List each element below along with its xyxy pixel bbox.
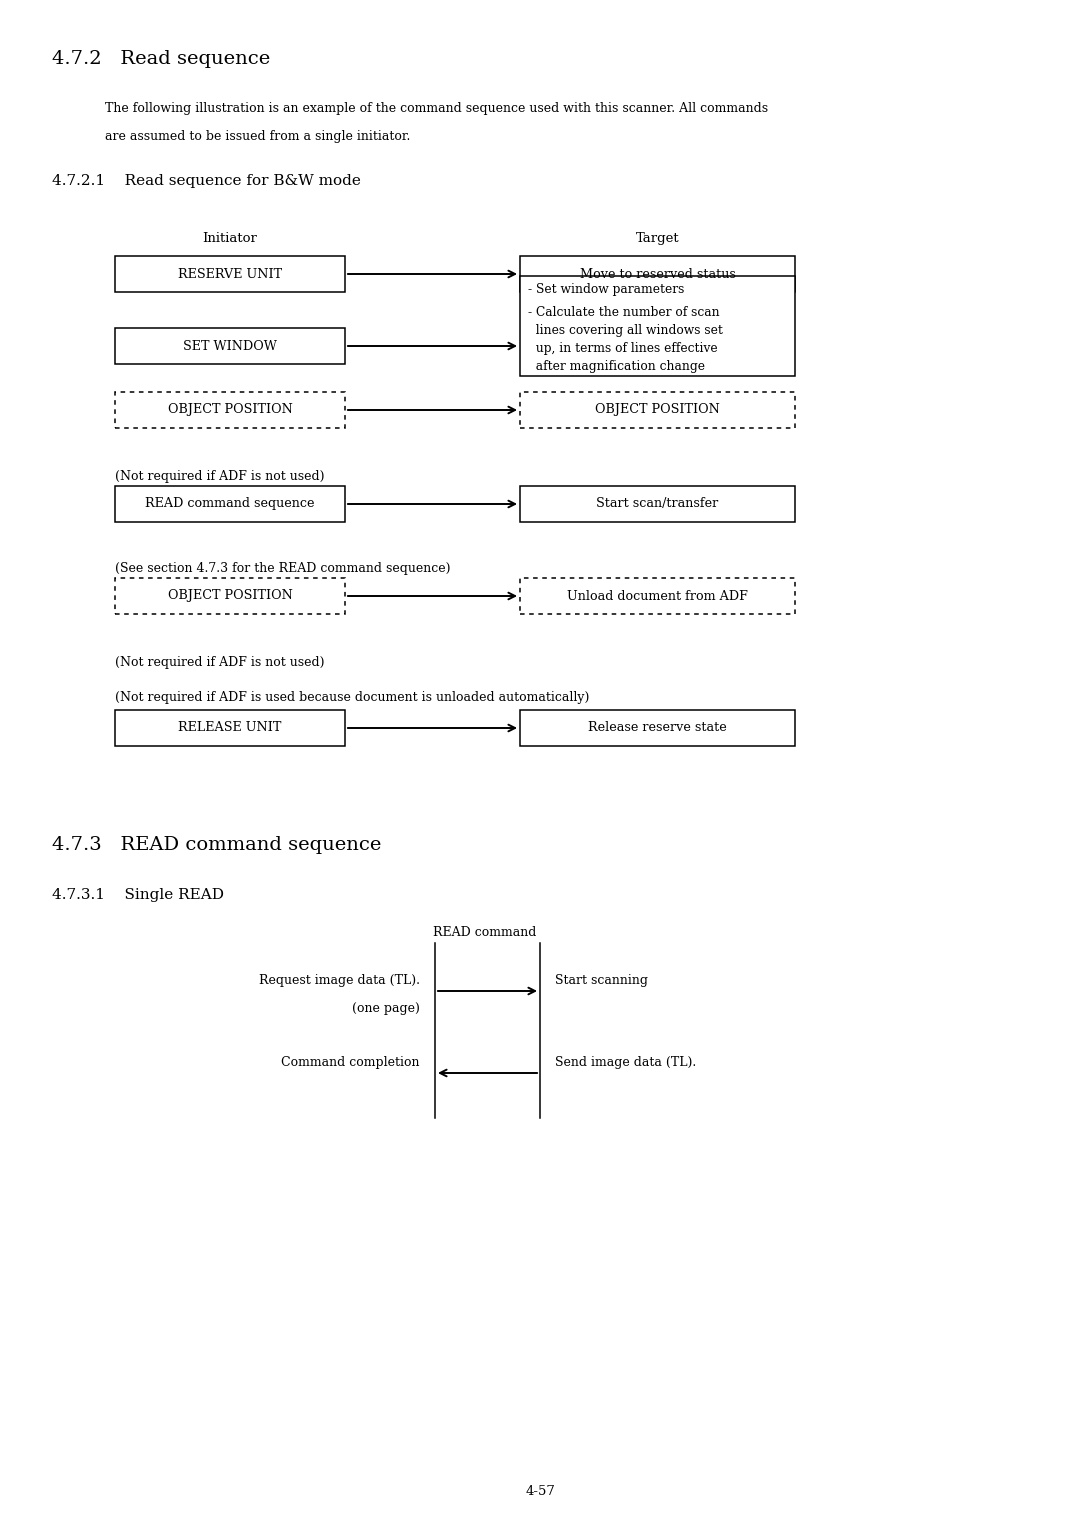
Text: OBJECT POSITION: OBJECT POSITION bbox=[167, 403, 293, 417]
Text: 4.7.3.1    Single READ: 4.7.3.1 Single READ bbox=[52, 888, 224, 902]
Text: RESERVE UNIT: RESERVE UNIT bbox=[178, 267, 282, 281]
Bar bbox=[519, 393, 795, 428]
Text: 4.7.2   Read sequence: 4.7.2 Read sequence bbox=[52, 50, 270, 69]
Text: RELEASE UNIT: RELEASE UNIT bbox=[178, 721, 282, 735]
Bar bbox=[114, 257, 345, 292]
Bar bbox=[519, 578, 795, 614]
Bar bbox=[114, 329, 345, 364]
Text: Move to reserved status: Move to reserved status bbox=[580, 267, 735, 281]
Text: Command completion: Command completion bbox=[282, 1056, 420, 1070]
Text: (Not required if ADF is used because document is unloaded automatically): (Not required if ADF is used because doc… bbox=[114, 691, 590, 704]
Text: OBJECT POSITION: OBJECT POSITION bbox=[595, 403, 720, 417]
Text: (one page): (one page) bbox=[352, 1002, 420, 1015]
Text: The following illustration is an example of the command sequence used with this : The following illustration is an example… bbox=[105, 102, 768, 115]
Text: (See section 4.7.3 for the READ command sequence): (See section 4.7.3 for the READ command … bbox=[114, 562, 450, 575]
Bar bbox=[114, 486, 345, 523]
Text: 4-57: 4-57 bbox=[525, 1485, 555, 1497]
Text: READ command: READ command bbox=[433, 926, 536, 940]
Text: Target: Target bbox=[636, 232, 679, 244]
Bar bbox=[519, 257, 795, 292]
Text: READ command sequence: READ command sequence bbox=[145, 498, 314, 510]
Text: are assumed to be issued from a single initiator.: are assumed to be issued from a single i… bbox=[105, 130, 410, 144]
Text: Unload document from ADF: Unload document from ADF bbox=[567, 590, 748, 602]
Bar bbox=[519, 486, 795, 523]
Bar bbox=[114, 578, 345, 614]
Text: 4.7.3   READ command sequence: 4.7.3 READ command sequence bbox=[52, 836, 381, 854]
Text: (Not required if ADF is not used): (Not required if ADF is not used) bbox=[114, 656, 324, 669]
Text: - Set window parameters: - Set window parameters bbox=[528, 283, 685, 296]
Bar bbox=[114, 711, 345, 746]
Text: - Calculate the number of scan
  lines covering all windows set
  up, in terms o: - Calculate the number of scan lines cov… bbox=[528, 306, 723, 373]
Text: SET WINDOW: SET WINDOW bbox=[184, 339, 276, 353]
Text: Initiator: Initiator bbox=[203, 232, 257, 244]
Text: (Not required if ADF is not used): (Not required if ADF is not used) bbox=[114, 471, 324, 483]
Text: Request image data (TL).: Request image data (TL). bbox=[259, 973, 420, 987]
Text: OBJECT POSITION: OBJECT POSITION bbox=[167, 590, 293, 602]
Text: Start scanning: Start scanning bbox=[555, 973, 648, 987]
Text: 4.7.2.1    Read sequence for B&W mode: 4.7.2.1 Read sequence for B&W mode bbox=[52, 174, 361, 188]
Text: Send image data (TL).: Send image data (TL). bbox=[555, 1056, 697, 1070]
Bar bbox=[114, 393, 345, 428]
Text: Start scan/transfer: Start scan/transfer bbox=[596, 498, 718, 510]
Bar bbox=[519, 711, 795, 746]
Text: Release reserve state: Release reserve state bbox=[589, 721, 727, 735]
Bar bbox=[519, 277, 795, 376]
